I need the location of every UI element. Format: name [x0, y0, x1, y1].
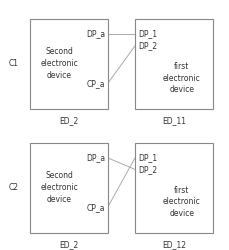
Text: CP_a: CP_a [86, 203, 105, 212]
Text: ED_11: ED_11 [162, 116, 186, 125]
Bar [135, 19, 213, 109]
Text: DP_1: DP_1 [138, 153, 157, 162]
Text: CP_a: CP_a [86, 79, 105, 88]
Text: DP_a: DP_a [86, 30, 105, 38]
Text: Second
electronic
device: Second electronic device [41, 171, 78, 204]
Text: C2: C2 [8, 183, 18, 192]
Text: DP_2: DP_2 [138, 165, 157, 174]
Text: ED_2: ED_2 [59, 116, 78, 125]
Text: C1: C1 [8, 59, 18, 68]
Text: first
electronic
device: first electronic device [163, 186, 201, 218]
Text: ED_12: ED_12 [162, 240, 186, 249]
Text: DP_2: DP_2 [138, 41, 157, 50]
Bar [30, 19, 108, 109]
Text: Second
electronic
device: Second electronic device [41, 48, 78, 80]
Text: ED_2: ED_2 [59, 240, 78, 249]
Bar [30, 142, 108, 233]
Text: DP_a: DP_a [86, 153, 105, 162]
Bar [135, 142, 213, 233]
Text: DP_1: DP_1 [138, 30, 157, 38]
Text: first
electronic
device: first electronic device [163, 62, 201, 94]
